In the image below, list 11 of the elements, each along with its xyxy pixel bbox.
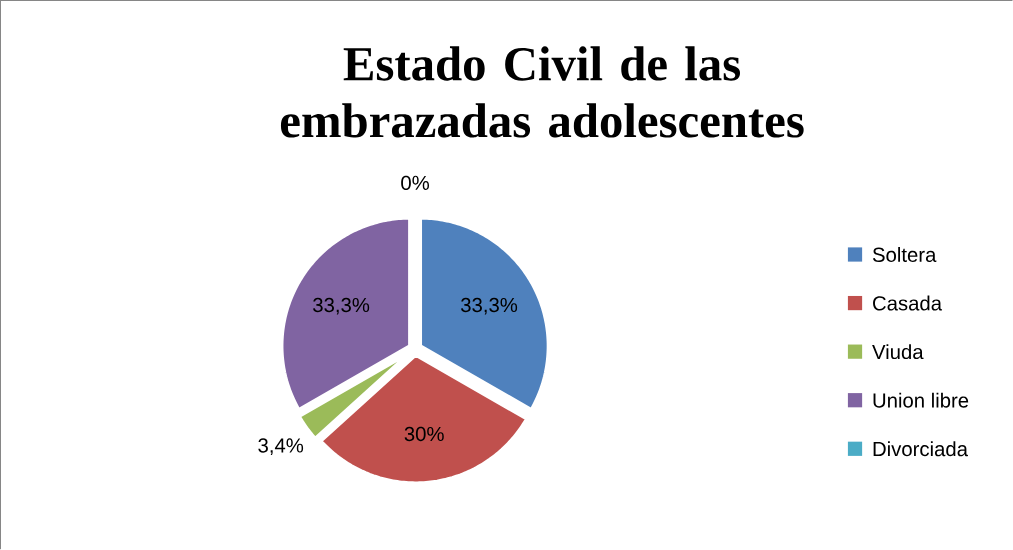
chart-title: Estado Civil de las embrazadas adolescentes — [280, 46, 804, 138]
legend-label: Casada — [873, 295, 943, 311]
data-label: 3,4% — [258, 438, 304, 456]
data-label: 30% — [404, 426, 444, 442]
data-label: 33,3% — [461, 297, 518, 315]
legend-label: Soltera — [872, 247, 937, 263]
legend-label: Union libre — [873, 392, 969, 408]
legend-label: Viuda — [872, 344, 924, 360]
text: 0% — [401, 175, 430, 191]
data-label: 33,3% — [313, 297, 370, 315]
legend-label: Divorciada — [873, 441, 968, 457]
